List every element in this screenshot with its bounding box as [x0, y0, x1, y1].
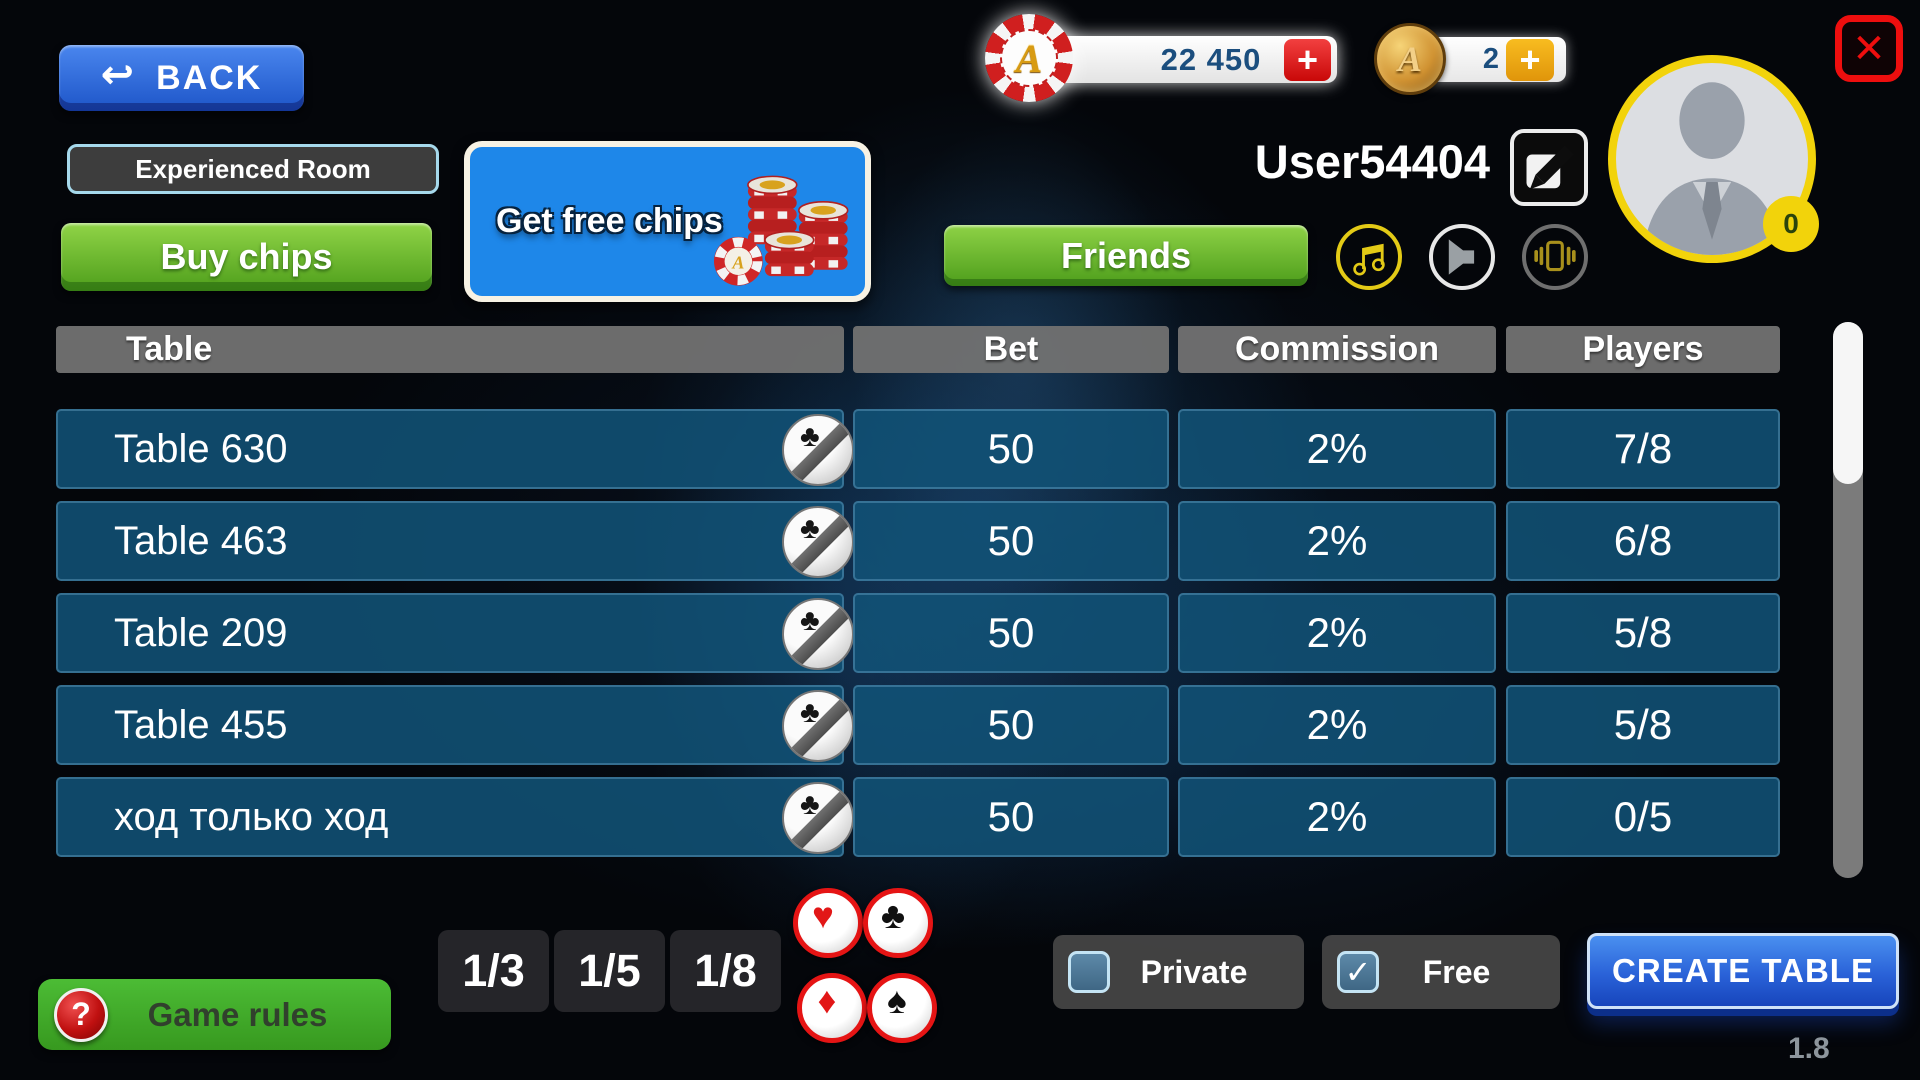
game-rules-button[interactable]: ? Game rules — [38, 979, 391, 1050]
commission-cell: 2% — [1178, 777, 1496, 857]
table-name-cell[interactable]: Table 463 ♣ — [56, 501, 854, 581]
private-label: Private — [1140, 953, 1248, 990]
table-name: ход только ход — [114, 794, 389, 839]
table-name-cell[interactable]: Table 209 ♣ — [56, 593, 854, 673]
get-free-chips-button[interactable]: Get free chips A — [464, 141, 871, 302]
scrollbar-thumb[interactable] — [1833, 322, 1863, 484]
column-header-players: Players — [1506, 326, 1780, 373]
game-rules-label: Game rules — [147, 995, 328, 1033]
music-toggle-button[interactable] — [1336, 224, 1402, 290]
seats-filter-1-3[interactable]: 1/3 — [438, 930, 549, 1012]
players-cell: 6/8 — [1506, 501, 1780, 581]
table-name: Table 630 — [114, 426, 288, 471]
get-free-chips-label: Get free chips — [496, 202, 723, 240]
edit-name-button[interactable] — [1510, 129, 1588, 206]
question-mark-icon: ? — [54, 987, 108, 1042]
commission-cell: 2% — [1178, 501, 1496, 581]
players-cell: 7/8 — [1506, 409, 1780, 489]
chip-currency-icon: A — [985, 14, 1073, 102]
chips-balance-value: 22 450 — [1160, 41, 1262, 77]
column-header-commission: Commission — [1178, 326, 1496, 373]
free-checkbox[interactable]: ✓ — [1337, 951, 1379, 993]
no-trump-card-icon: ♣ — [782, 782, 854, 854]
table-row[interactable]: Table 630 ♣ 50 2% 7/8 — [0, 409, 1920, 489]
bet-cell: 50 — [853, 777, 1169, 857]
seats-filter-1-5[interactable]: 1/5 — [554, 930, 665, 1012]
table-row[interactable]: Table 463 ♣ 50 2% 6/8 — [0, 501, 1920, 581]
column-header-table: Table — [56, 326, 844, 373]
seats-filter-group: 1/3 1/5 1/8 — [438, 930, 781, 1012]
avatar[interactable] — [1608, 55, 1816, 263]
coins-balance-value: 2 — [1482, 43, 1500, 75]
table-row[interactable]: ход только ход ♣ 50 2% 0/5 — [0, 777, 1920, 857]
person-silhouette-icon — [1643, 82, 1781, 255]
table-name: Table 455 — [114, 702, 288, 747]
players-cell: 0/5 — [1506, 777, 1780, 857]
suit-spades-icon[interactable]: ♠ — [867, 973, 937, 1043]
column-header-bet: Bet — [853, 326, 1169, 373]
room-name-text: Experienced Room — [135, 153, 371, 184]
table-row[interactable]: Table 209 ♣ 50 2% 5/8 — [0, 593, 1920, 673]
row-card-glyph: ♣ — [800, 696, 820, 729]
no-trump-card-icon: ♣ — [782, 414, 854, 486]
table-row[interactable]: Table 455 ♣ 50 2% 5/8 — [0, 685, 1920, 765]
close-button[interactable]: ✕ — [1835, 15, 1903, 82]
version-text: 1.8 — [1788, 1032, 1830, 1065]
back-label: BACK — [156, 58, 263, 97]
private-toggle[interactable]: Private — [1053, 935, 1304, 1009]
phone-vibrate-icon — [1534, 240, 1576, 272]
no-trump-card-icon: ♣ — [782, 506, 854, 578]
friends-button[interactable]: Friends — [944, 225, 1308, 286]
no-trump-card-icon: ♣ — [782, 690, 854, 762]
chip-stacks-icon: A — [713, 175, 849, 286]
suit-filter-group: ♥ ♣ ♦ ♠ — [793, 888, 953, 1048]
suit-hearts-icon[interactable]: ♥ — [793, 888, 863, 958]
table-name: Table 209 — [114, 610, 288, 655]
room-name-badge: Experienced Room — [67, 144, 439, 194]
gold-coin-icon: A — [1374, 23, 1446, 95]
buy-chips-button[interactable]: Buy chips — [61, 223, 432, 291]
add-coins-button[interactable]: + — [1506, 39, 1554, 81]
free-check-mark: ✓ — [1344, 954, 1372, 990]
back-arrow-icon: ↩ — [100, 53, 137, 97]
username-text: User54404 — [1254, 135, 1490, 188]
create-table-button[interactable]: CREATE TABLE — [1587, 933, 1899, 1009]
row-card-glyph: ♣ — [800, 604, 820, 637]
players-cell: 5/8 — [1506, 685, 1780, 765]
pencil-edit-icon — [1526, 145, 1574, 189]
row-card-glyph: ♣ — [800, 512, 820, 545]
close-icon: ✕ — [1852, 26, 1886, 71]
seats-filter-1-8[interactable]: 1/8 — [670, 930, 781, 1012]
music-notes-icon — [1353, 243, 1385, 276]
svg-text:A: A — [731, 253, 744, 273]
row-card-glyph: ♣ — [800, 420, 820, 453]
commission-cell: 2% — [1178, 685, 1496, 765]
private-checkbox[interactable] — [1068, 951, 1110, 993]
commission-cell: 2% — [1178, 409, 1496, 489]
free-label: Free — [1422, 953, 1491, 990]
free-toggle[interactable]: ✓ Free — [1322, 935, 1560, 1009]
back-button[interactable]: ↩ BACK — [59, 45, 304, 111]
table-name-cell[interactable]: Table 630 ♣ — [56, 409, 854, 489]
add-chips-button[interactable]: + — [1284, 39, 1331, 81]
table-name: Table 463 — [114, 518, 288, 563]
vibrate-toggle-button[interactable] — [1522, 224, 1588, 290]
table-name-cell[interactable]: Table 455 ♣ — [56, 685, 854, 765]
sound-toggle-button[interactable] — [1429, 224, 1495, 290]
speaker-icon — [1448, 239, 1475, 275]
bet-cell: 50 — [853, 593, 1169, 673]
bet-cell: 50 — [853, 685, 1169, 765]
players-cell: 5/8 — [1506, 593, 1780, 673]
suit-clubs-icon[interactable]: ♣ — [863, 888, 933, 958]
table-rows: Table 630 ♣ 50 2% 7/8 Table 463 ♣ 50 2% … — [0, 409, 1920, 869]
avatar-notification-badge: 0 — [1763, 196, 1819, 252]
table-name-cell[interactable]: ход только ход ♣ — [56, 777, 854, 857]
bet-cell: 50 — [853, 501, 1169, 581]
no-trump-card-icon: ♣ — [782, 598, 854, 670]
bet-cell: 50 — [853, 409, 1169, 489]
suit-diamonds-icon[interactable]: ♦ — [797, 973, 867, 1043]
row-card-glyph: ♣ — [800, 788, 820, 821]
commission-cell: 2% — [1178, 593, 1496, 673]
